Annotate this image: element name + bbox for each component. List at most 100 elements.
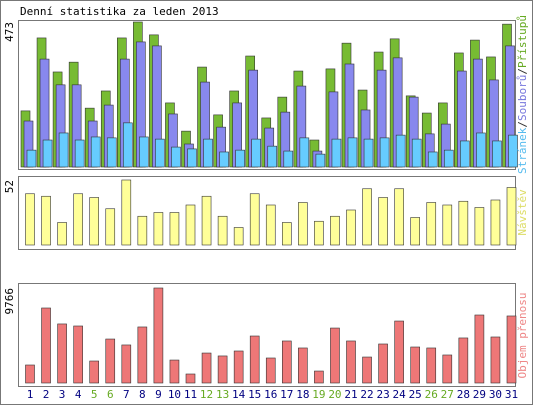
x-tick-label: 3 [59,388,66,401]
legend: Návštěv [516,189,529,236]
bar [187,148,197,168]
bar [330,327,340,384]
bar [363,138,374,168]
x-tick-label: 12 [200,388,213,401]
legend-separator: / [516,68,529,75]
x-tick-label: 28 [457,388,470,401]
x-tick-label: 2 [43,388,50,401]
y-tick-label: 52 [3,180,16,193]
x-tick-label: 9 [155,388,162,401]
bar [362,188,372,246]
bar [185,373,196,384]
bar [458,200,469,246]
bar [281,340,292,384]
bar [73,325,83,384]
legend: Objem přenosu [516,292,529,378]
bar [346,209,356,246]
bar [25,364,35,384]
bar [442,354,453,384]
bar [121,344,132,384]
bar [506,315,517,384]
bar [362,356,372,384]
bar [89,360,99,384]
bar [219,151,229,168]
x-tick-label: 20 [328,388,341,401]
bar [492,140,502,168]
bar [155,138,165,168]
bar [314,370,324,384]
bar [331,138,342,168]
x-tick-label: 14 [232,388,246,401]
bar [171,146,181,168]
x-tick-label: 31 [505,388,518,401]
x-tick-label: 1 [27,388,34,401]
bar [90,136,101,168]
x-tick-label: 17 [280,388,293,401]
bar [315,153,326,168]
bar [58,132,69,168]
bar [346,340,356,384]
x-tick-label: 24 [393,388,407,401]
bar [267,145,278,168]
x-tick-label: 23 [376,388,389,401]
y-tick-label: 9766 [3,288,16,315]
bar [427,151,438,168]
x-tick-label: 13 [216,388,229,401]
bar [235,149,245,168]
legend: Stránek/Souborů/Přístupů [516,15,529,174]
bar [394,188,404,246]
bar [474,207,485,246]
y-tick-label: 473 [3,22,16,42]
bar [265,357,276,384]
bar [298,347,308,384]
bar [298,202,308,246]
bar [89,197,99,246]
bar [106,137,117,168]
x-tick-label: 8 [139,388,146,401]
x-tick-label: 22 [360,388,373,401]
bar [57,323,67,384]
bar [137,215,148,246]
bar [283,150,294,168]
x-tick-label: 29 [473,388,486,401]
bar [153,212,164,246]
x-tick-label: 5 [91,388,98,401]
legend-entry: Přístupů [516,15,529,68]
bar [299,137,310,168]
bar [395,134,406,168]
bar [201,195,212,246]
bar [217,355,228,384]
bar [153,287,164,384]
x-tick-label: 4 [75,388,82,401]
panel-frame [18,20,516,170]
bar [410,217,421,246]
bar [169,212,180,246]
bar [73,193,83,246]
bar [426,347,437,384]
bar [201,352,212,384]
x-tick-label: 16 [264,388,277,401]
bar [57,222,67,246]
bar [394,320,404,384]
x-tick-label: 7 [123,388,130,401]
bar [74,139,85,168]
bar [121,179,132,246]
bar [458,337,469,384]
x-tick-label: 21 [344,388,357,401]
bar [26,149,37,168]
bar [185,204,196,246]
legend-entry: Souborů [516,75,529,121]
bar [251,138,261,168]
bar [25,193,35,246]
chart-title: Denní statistika za leden 2013 [20,5,219,18]
bar [490,199,501,246]
bar [203,138,213,168]
bar [265,204,276,246]
x-tick-label: 27 [441,388,454,401]
x-tick-label: 11 [184,388,197,401]
bar [105,208,116,246]
bar [249,335,260,384]
bar [41,195,51,246]
legend-entry: Návštěv [516,189,529,236]
